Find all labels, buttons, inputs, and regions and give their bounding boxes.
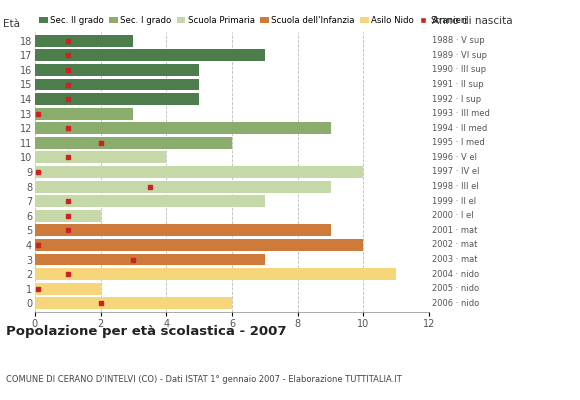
Text: Anno di nascita: Anno di nascita xyxy=(432,16,513,26)
Text: 1999 · II el: 1999 · II el xyxy=(432,197,476,206)
Text: 2001 · mat: 2001 · mat xyxy=(432,226,477,235)
Bar xyxy=(35,224,331,236)
Text: 1992 · I sup: 1992 · I sup xyxy=(432,94,481,104)
Text: 2005 · nido: 2005 · nido xyxy=(432,284,479,293)
Text: 1997 · IV el: 1997 · IV el xyxy=(432,168,480,176)
Text: 1998 · III el: 1998 · III el xyxy=(432,182,479,191)
Text: 1989 · VI sup: 1989 · VI sup xyxy=(432,51,487,60)
Text: COMUNE DI CERANO D'INTELVI (CO) - Dati ISTAT 1° gennaio 2007 - Elaborazione TUTT: COMUNE DI CERANO D'INTELVI (CO) - Dati I… xyxy=(6,375,401,384)
Bar xyxy=(35,239,364,251)
Text: 1995 · I med: 1995 · I med xyxy=(432,138,485,147)
Text: 2000 · I el: 2000 · I el xyxy=(432,211,474,220)
Bar xyxy=(35,108,133,120)
Bar xyxy=(35,152,166,163)
Text: 1994 · II med: 1994 · II med xyxy=(432,124,487,133)
Text: Popolazione per età scolastica - 2007: Popolazione per età scolastica - 2007 xyxy=(6,325,287,338)
Bar xyxy=(35,93,199,105)
Text: 1993 · III med: 1993 · III med xyxy=(432,109,490,118)
Text: 2002 · mat: 2002 · mat xyxy=(432,240,477,250)
Text: 1988 · V sup: 1988 · V sup xyxy=(432,36,485,45)
Bar xyxy=(35,254,265,266)
Bar xyxy=(35,283,100,295)
Text: 2004 · nido: 2004 · nido xyxy=(432,270,479,278)
Bar xyxy=(35,49,265,61)
Text: Età: Età xyxy=(3,19,20,29)
Bar xyxy=(35,35,133,47)
Bar xyxy=(35,210,100,222)
Text: 2003 · mat: 2003 · mat xyxy=(432,255,477,264)
Text: 1990 · III sup: 1990 · III sup xyxy=(432,66,486,74)
Bar xyxy=(35,268,396,280)
Text: 1991 · II sup: 1991 · II sup xyxy=(432,80,484,89)
Bar xyxy=(35,181,331,192)
Bar xyxy=(35,137,232,149)
Bar xyxy=(35,195,265,207)
Bar xyxy=(35,297,232,309)
Text: 1996 · V el: 1996 · V el xyxy=(432,153,477,162)
Text: 2006 · nido: 2006 · nido xyxy=(432,299,479,308)
Bar xyxy=(35,122,331,134)
Legend: Sec. II grado, Sec. I grado, Scuola Primaria, Scuola dell'Infanzia, Asilo Nido, : Sec. II grado, Sec. I grado, Scuola Prim… xyxy=(39,16,467,25)
Bar xyxy=(35,166,364,178)
Bar xyxy=(35,64,199,76)
Bar xyxy=(35,78,199,90)
